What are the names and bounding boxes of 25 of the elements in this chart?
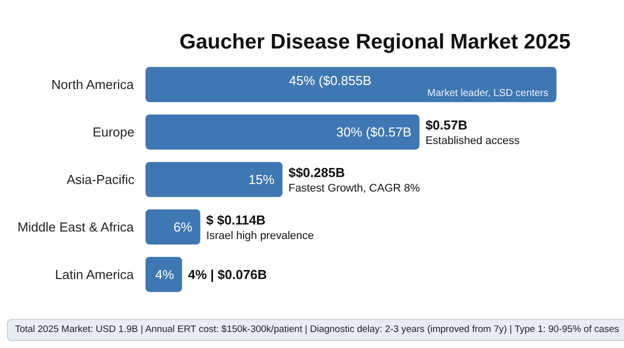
annotation: $0.57B bbox=[425, 118, 468, 133]
annotation: Established access bbox=[425, 135, 520, 148]
data-label: 4% bbox=[155, 266, 174, 282]
bar bbox=[146, 162, 282, 198]
annotation: 4% | $0.076B bbox=[188, 266, 267, 282]
y-tick-label: Latin America bbox=[55, 266, 135, 282]
data-label: 6% bbox=[174, 219, 193, 234]
data-label: 15% bbox=[248, 172, 275, 187]
annotation: Market leader, LSD centers bbox=[427, 88, 548, 100]
data-label: 30% ($0.57B bbox=[336, 124, 412, 140]
chart-title: Gaucher Disease Regional Market 2025 bbox=[179, 30, 571, 54]
data-label: 45% ($0.855B bbox=[289, 73, 372, 88]
y-tick-label: Asia-Pacific bbox=[66, 172, 135, 187]
annotation: Fastest Growth, CAGR 8% bbox=[288, 182, 420, 194]
y-tick-label: Middle East & Africa bbox=[17, 219, 135, 234]
y-tick-label: North America bbox=[51, 77, 135, 92]
bar bbox=[146, 67, 556, 102]
annotation: Israel high prevalence bbox=[206, 230, 314, 242]
annotation: $ $0.114B bbox=[206, 212, 266, 228]
bar bbox=[146, 114, 420, 150]
bar bbox=[146, 256, 182, 292]
annotation: $$0.285B bbox=[288, 165, 345, 180]
y-tick-label: Europe bbox=[92, 124, 134, 140]
bar bbox=[146, 209, 200, 245]
text: Total 2025 Market: USD 1.9B | Annual ERT cost: $150k-300k/patient | Diagnostic delay: 2-3 years (improved from 7y) | Type 1: 90-95% of cases bbox=[6, 319, 624, 341]
